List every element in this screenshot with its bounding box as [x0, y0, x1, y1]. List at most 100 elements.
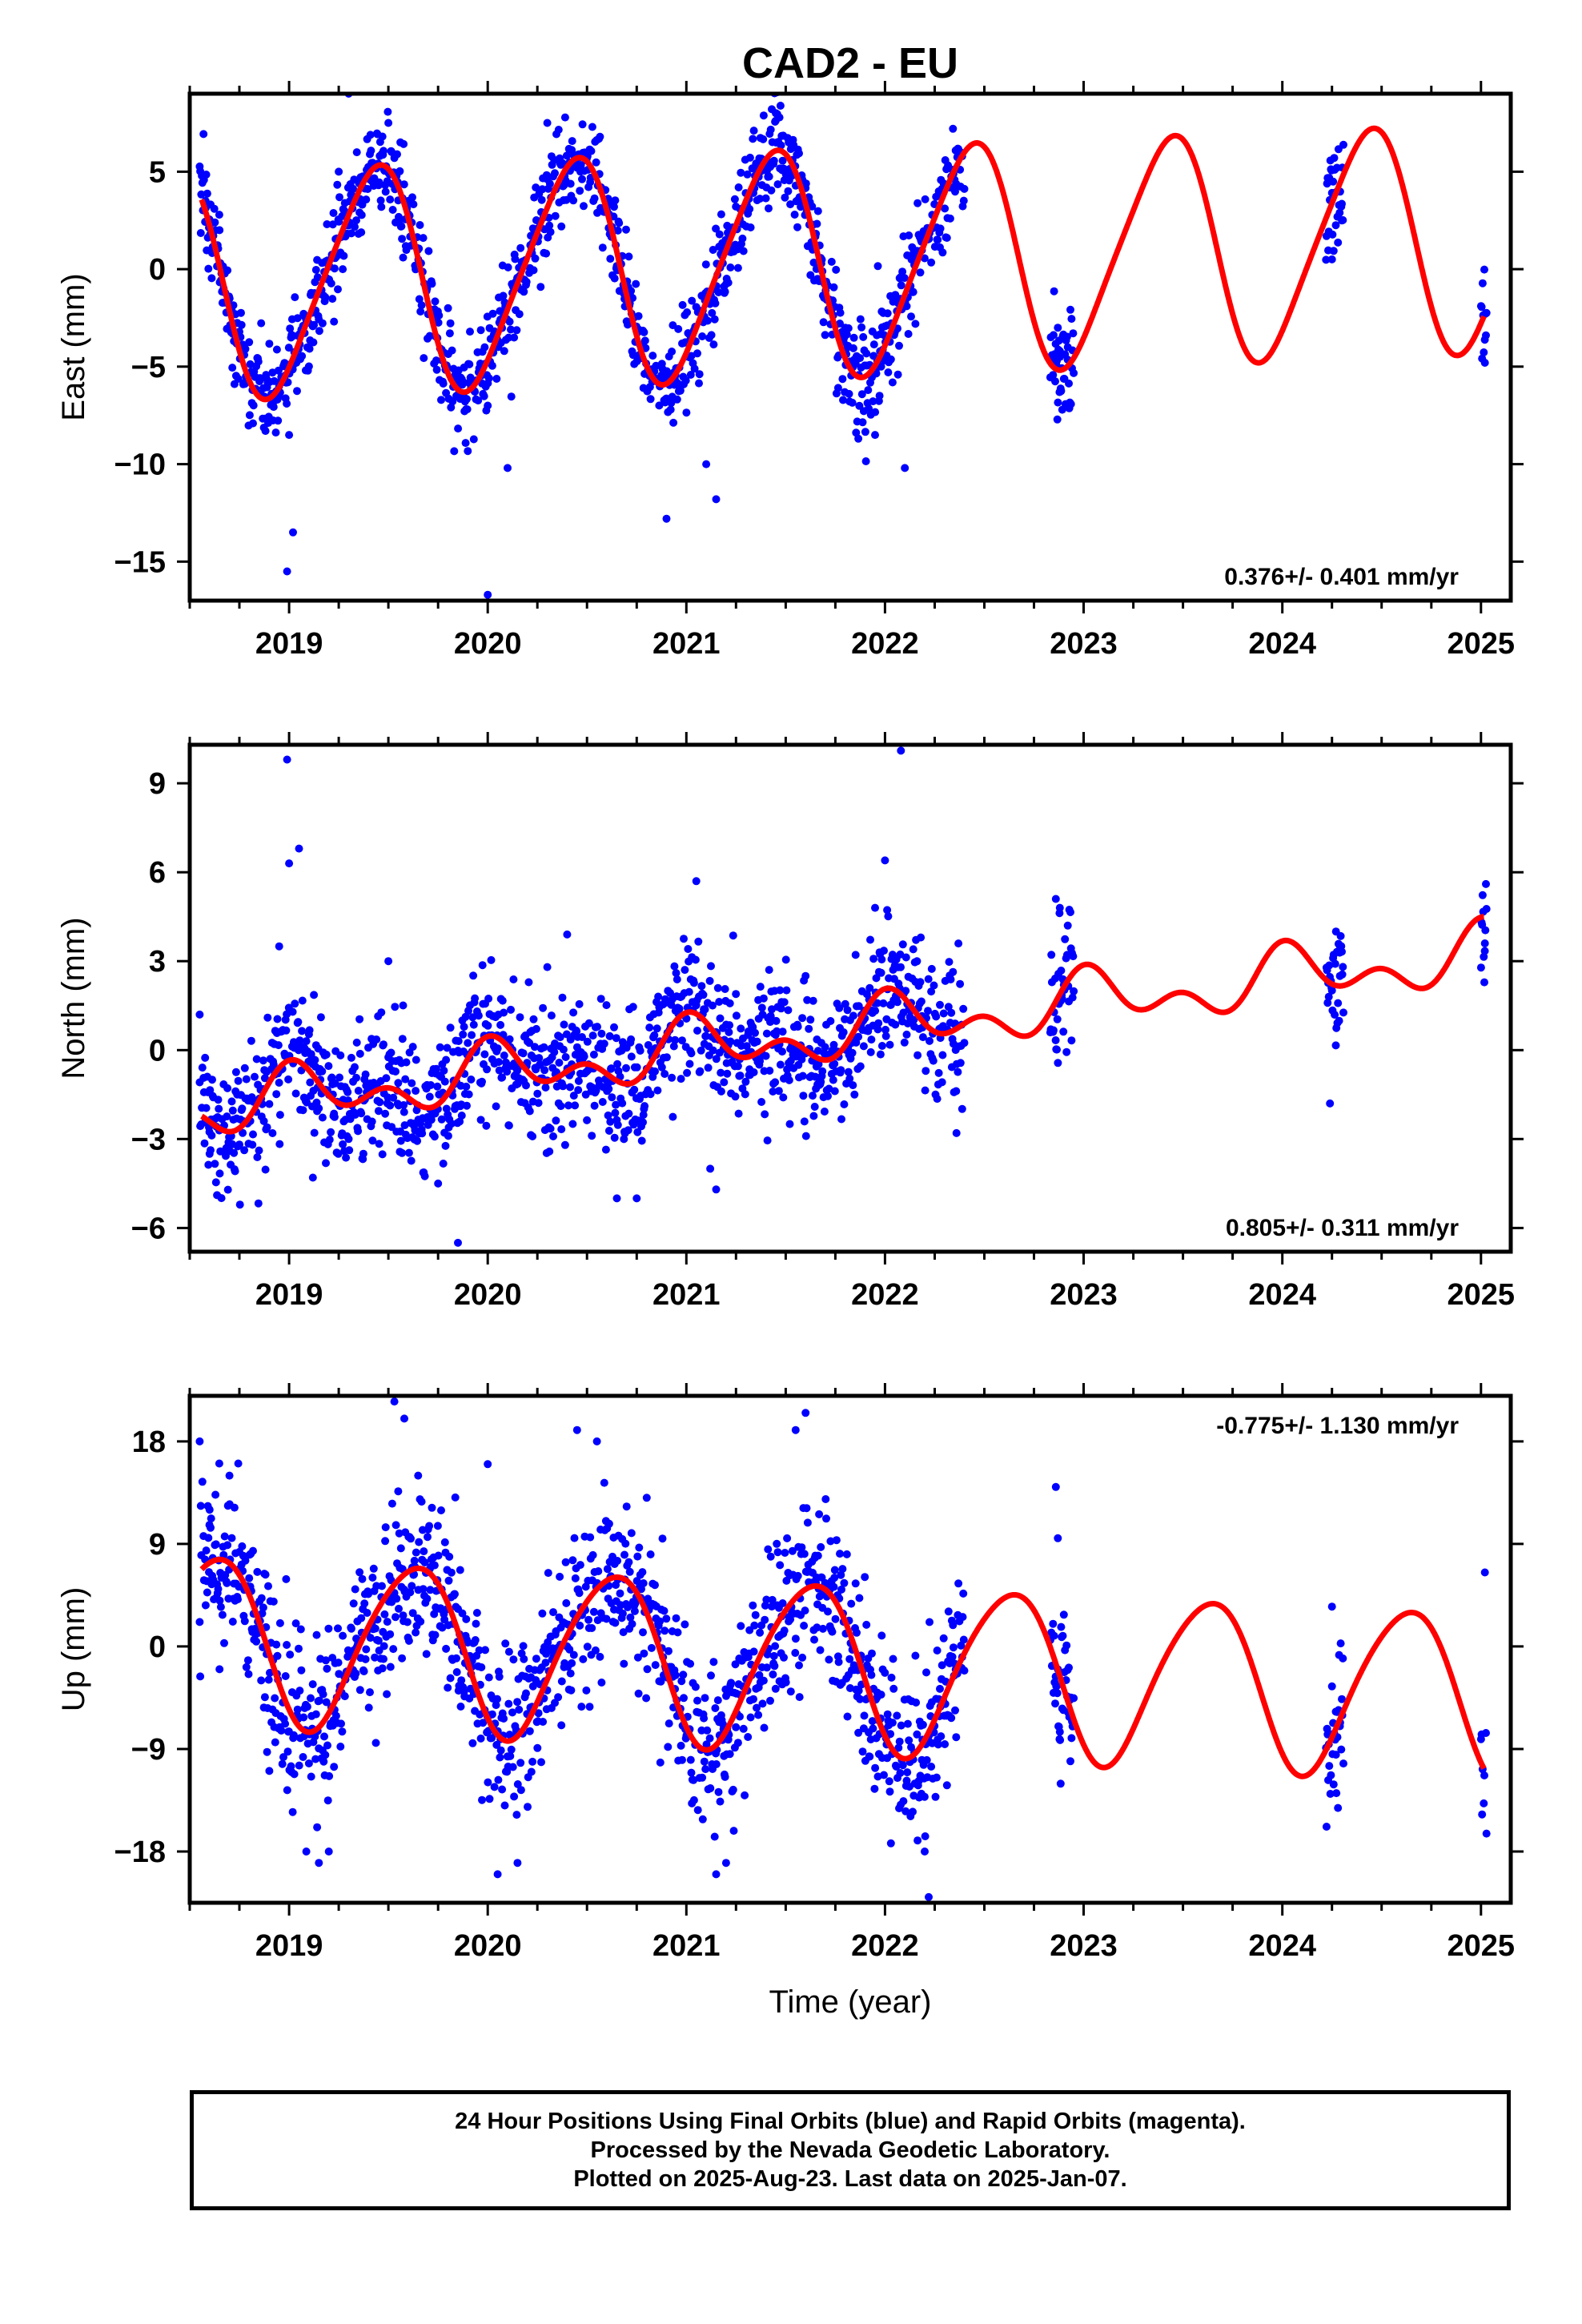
- data-point: [805, 1024, 813, 1033]
- data-point: [310, 991, 319, 999]
- data-point: [240, 1063, 249, 1072]
- data-point: [507, 392, 516, 401]
- data-point: [541, 1659, 550, 1667]
- data-point: [873, 1772, 882, 1781]
- data-point: [200, 1139, 209, 1148]
- data-point: [352, 216, 360, 225]
- data-point: [272, 1640, 281, 1649]
- data-point: [498, 1073, 507, 1082]
- data-point: [788, 1546, 797, 1555]
- data-point: [1057, 1622, 1066, 1631]
- data-point: [693, 1027, 701, 1035]
- data-point: [379, 1642, 388, 1651]
- data-point: [877, 1042, 886, 1050]
- data-point: [585, 1703, 594, 1711]
- data-point: [867, 1035, 876, 1044]
- data-point: [917, 997, 926, 1006]
- data-point: [832, 1536, 841, 1545]
- data-point: [556, 1033, 564, 1042]
- data-point: [596, 132, 604, 141]
- data-point: [293, 387, 301, 396]
- data-point: [355, 1686, 364, 1695]
- data-point: [560, 1140, 569, 1149]
- data-point: [540, 1043, 548, 1051]
- data-point: [446, 1023, 455, 1032]
- data-point: [855, 401, 864, 410]
- data-point: [760, 1723, 769, 1732]
- data-point: [881, 856, 889, 865]
- data-point: [249, 1130, 257, 1139]
- data-point: [197, 190, 206, 199]
- data-point: [709, 1658, 718, 1667]
- data-point: [237, 308, 245, 317]
- chart-panels: 2019 2020 2021 2022 2023 2024 202550−5−10−15Ea…: [56, 81, 1524, 1963]
- data-point: [446, 1674, 455, 1683]
- data-point: [947, 1714, 956, 1723]
- x-tick-label: 2021: [652, 1278, 721, 1312]
- data-point: [785, 1120, 794, 1128]
- data-point: [329, 209, 338, 217]
- data-point: [343, 1088, 352, 1096]
- data-point: [871, 903, 879, 912]
- data-point: [938, 1661, 946, 1670]
- data-point: [478, 961, 487, 970]
- data-point: [568, 1120, 577, 1128]
- data-point: [861, 1573, 869, 1582]
- data-point: [958, 1613, 967, 1622]
- data-point: [612, 1034, 620, 1043]
- data-point: [484, 1673, 493, 1682]
- data-point: [664, 1743, 673, 1751]
- data-point: [437, 396, 445, 404]
- data-point: [540, 1066, 549, 1075]
- data-point: [285, 431, 294, 440]
- data-point: [311, 1710, 320, 1719]
- data-point: [273, 1651, 282, 1660]
- data-point: [627, 1035, 636, 1043]
- data-point: [580, 202, 588, 211]
- data-point: [223, 1578, 231, 1587]
- data-point: [493, 1044, 502, 1053]
- data-point: [624, 1126, 632, 1135]
- data-point: [776, 102, 785, 110]
- data-point: [686, 371, 695, 379]
- data-point: [471, 994, 480, 1003]
- data-point: [1331, 927, 1340, 936]
- data-point: [729, 931, 737, 940]
- data-point: [669, 1042, 678, 1051]
- data-point: [352, 148, 361, 157]
- data-point: [578, 175, 586, 183]
- data-point: [507, 1745, 516, 1754]
- data-point: [440, 1066, 448, 1075]
- y-tick-label: −9: [131, 1733, 166, 1767]
- data-point: [1055, 347, 1064, 356]
- data-point: [1334, 238, 1343, 247]
- data-point: [417, 1498, 426, 1506]
- data-point: [793, 1571, 802, 1580]
- data-point: [737, 1024, 745, 1033]
- data-point: [1330, 154, 1339, 163]
- data-point: [588, 1624, 596, 1632]
- data-point: [861, 457, 870, 465]
- data-point: [569, 1008, 578, 1017]
- data-point: [720, 1078, 729, 1087]
- data-point: [841, 324, 849, 332]
- data-point: [948, 1652, 957, 1661]
- data-point: [800, 1117, 809, 1126]
- data-point: [1339, 963, 1347, 971]
- data-point: [302, 1037, 311, 1046]
- data-point: [428, 1503, 436, 1512]
- data-point: [590, 194, 599, 203]
- data-point: [391, 1521, 400, 1530]
- data-point: [400, 180, 408, 189]
- data-point: [712, 1185, 721, 1194]
- data-point: [203, 1588, 211, 1597]
- data-point: [282, 1574, 291, 1583]
- data-point: [347, 1624, 355, 1633]
- data-point: [1480, 265, 1488, 274]
- data-point: [390, 1397, 399, 1406]
- data-point: [856, 1062, 865, 1071]
- data-point: [773, 180, 782, 189]
- data-point: [349, 1599, 358, 1608]
- data-point: [827, 257, 836, 266]
- data-point: [469, 971, 478, 980]
